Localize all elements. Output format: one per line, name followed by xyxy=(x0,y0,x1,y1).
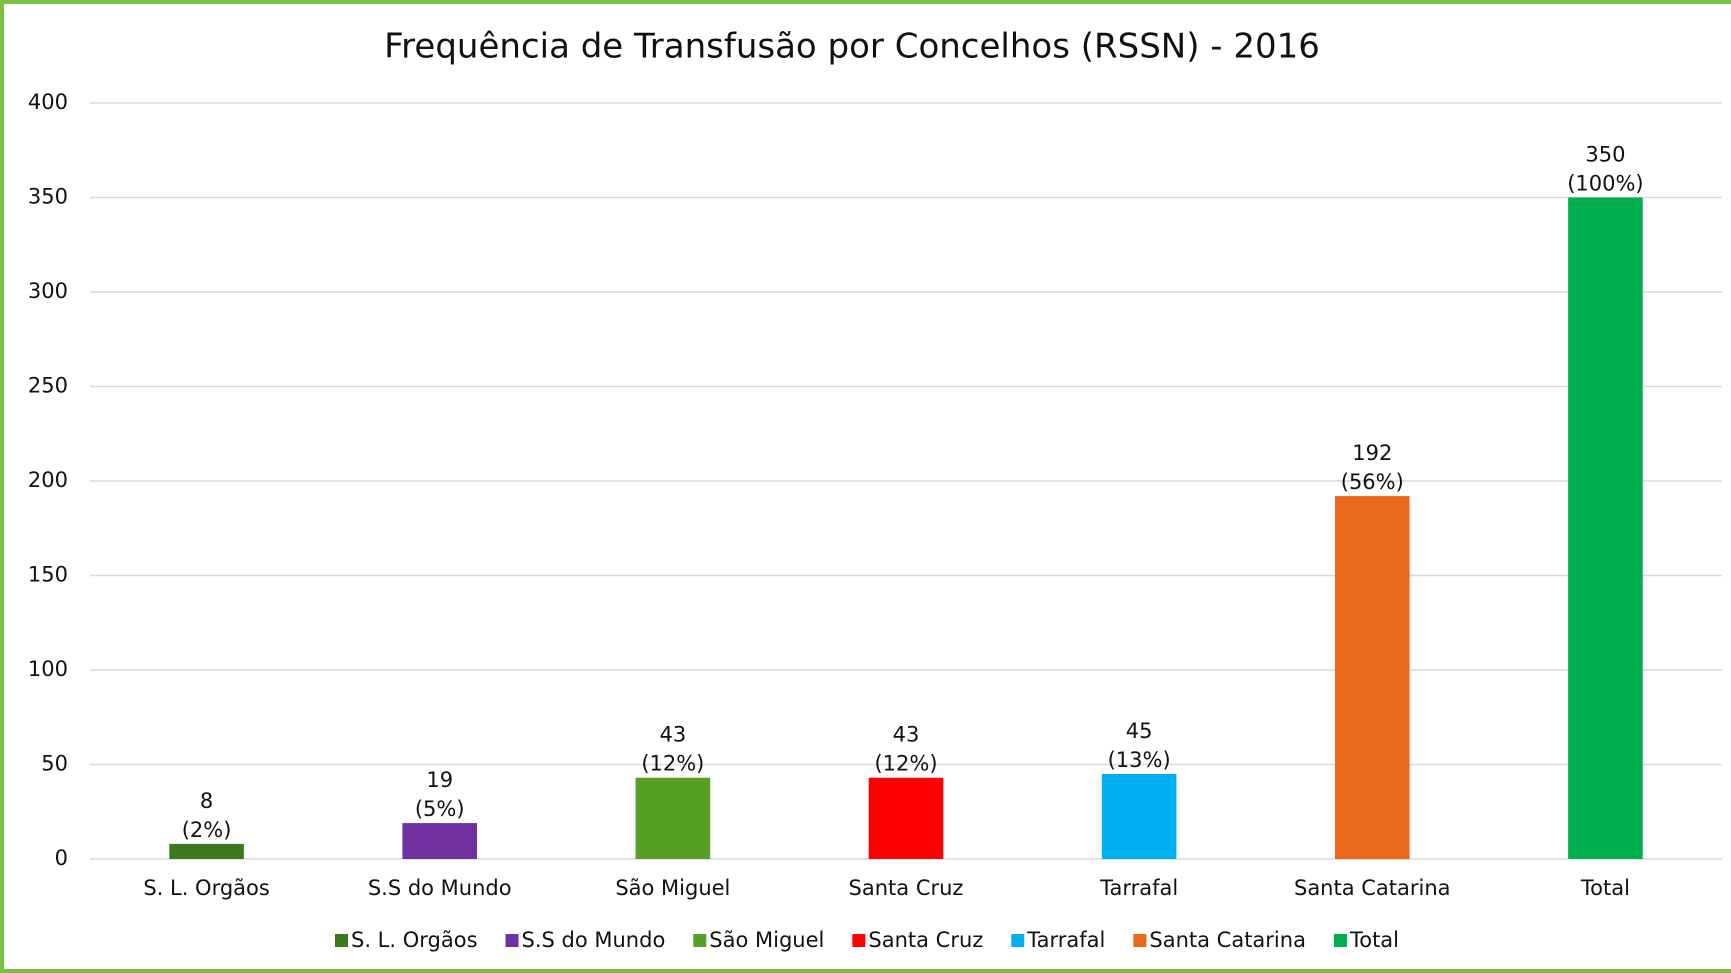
data-label: 19 (5%) xyxy=(415,768,465,821)
y-tick-label: 0 xyxy=(55,846,68,870)
legend-label: Tarrafal xyxy=(1026,928,1105,952)
bar xyxy=(1568,197,1643,859)
data-label: 350 (100%) xyxy=(1567,143,1643,196)
x-tick-label: Tarrafal xyxy=(1099,876,1178,900)
data-label: 45 (13%) xyxy=(1108,719,1171,772)
legend-swatch xyxy=(1133,934,1147,947)
legend-swatch xyxy=(505,934,519,947)
y-tick-label: 300 xyxy=(28,279,68,303)
chart-title: Frequência de Transfusão por Concelhos (… xyxy=(384,27,1320,67)
bar xyxy=(1334,496,1410,859)
legend: S. L. Orgãos S.S do Mundo São Miguel Santa … xyxy=(334,928,1399,952)
legend-label: S.S do Mundo xyxy=(522,928,666,952)
legend-label: Total xyxy=(1349,928,1399,952)
bar xyxy=(1101,773,1177,859)
x-tick-label: Santa Catarina xyxy=(1294,876,1451,900)
y-tick-label: 250 xyxy=(28,374,68,398)
legend-swatch xyxy=(1333,934,1347,947)
legend-label: Santa Catarina xyxy=(1149,928,1306,952)
legend-label: São Miguel xyxy=(709,928,824,952)
legend-swatch xyxy=(334,934,348,947)
data-label: 192 (56%) xyxy=(1341,441,1404,494)
y-tick-label: 50 xyxy=(41,752,68,776)
y-tick-label: 150 xyxy=(28,563,68,587)
legend-swatch xyxy=(693,934,707,947)
bar xyxy=(868,777,944,859)
bar xyxy=(169,843,244,859)
y-tick-label: 200 xyxy=(28,468,68,492)
x-tick-label: Santa Cruz xyxy=(849,876,964,900)
y-tick-label: 400 xyxy=(28,90,68,114)
legend-swatch xyxy=(852,934,866,947)
data-label: 43 (12%) xyxy=(641,723,704,776)
y-tick-label: 100 xyxy=(28,657,68,681)
bar xyxy=(402,823,478,859)
legend-label: Santa Cruz xyxy=(868,928,983,952)
legend-swatch xyxy=(1011,934,1025,947)
x-tick-label: S.S do Mundo xyxy=(368,876,512,900)
x-tick-label: S. L. Orgãos xyxy=(143,876,270,900)
bar xyxy=(635,777,711,859)
x-tick-label: São Miguel xyxy=(615,876,730,900)
data-label: 43 (12%) xyxy=(874,723,937,776)
y-tick-label: 350 xyxy=(28,185,68,209)
legend-label: S. L. Orgãos xyxy=(351,928,478,952)
x-tick-label: Total xyxy=(1580,876,1630,900)
data-label: 8 (2%) xyxy=(182,789,232,842)
